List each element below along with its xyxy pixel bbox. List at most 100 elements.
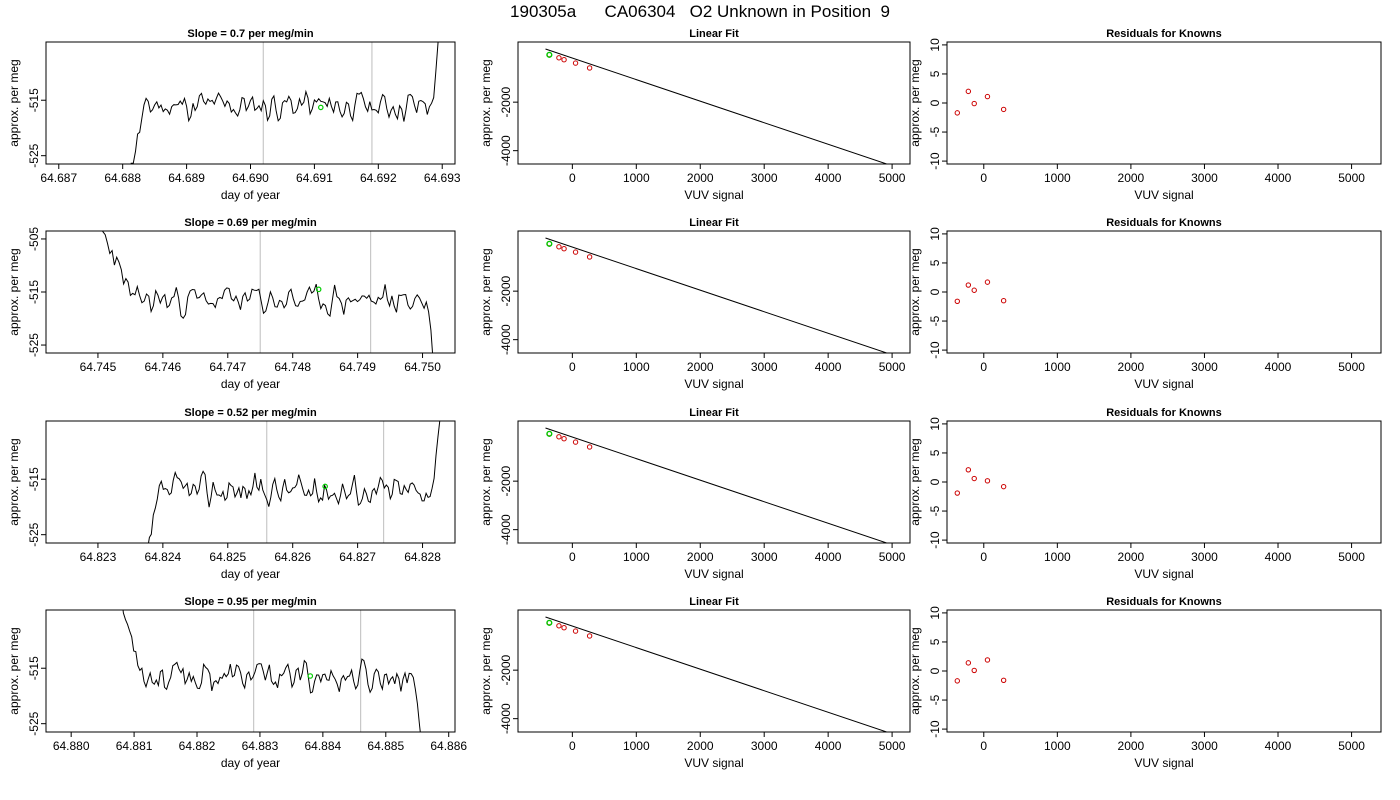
fit-line [545,427,889,543]
panel-title: Linear Fit [689,28,739,40]
plot-area [545,427,889,543]
panel-title: Slope = 0.7 per meg/min [187,28,314,40]
x-tick-label: 4000 [1265,171,1292,185]
x-tick-label: 64.824 [145,550,182,564]
residual-point [1000,298,1007,304]
y-tick-label: -515 [27,280,41,304]
residual-point [965,282,972,288]
panel-r1-c1: Slope = 0.7 per meg/min 64.687 64.688 64.68… [7,28,461,202]
unknown-point [546,619,553,626]
y-axis-label: approx. per meg [908,59,922,146]
y-tick-label: -5 [928,315,942,326]
x-axis-label: day of year [221,377,280,391]
y-tick-label: -2000 [499,654,513,685]
x-tick-label: 1000 [623,171,650,185]
x-tick-label: 64.827 [339,550,376,564]
panel-r2-c3: Residuals for Knowns 0 1000 2000 3000 4000 500… [908,217,1382,391]
x-tick-label: 4000 [1265,739,1292,753]
x-tick-label: 0 [569,360,576,374]
x-tick-label: 1000 [1044,171,1071,185]
panel-title: Linear Fit [689,407,739,419]
x-tick-label: 64.826 [274,550,311,564]
x-tick-label: 3000 [1191,171,1218,185]
y-axis-label: approx. per meg [908,438,922,525]
data-series-line [122,610,421,732]
known-point [561,57,567,63]
residual-point [984,279,991,285]
known-point [561,625,567,631]
unknown-point [546,240,553,247]
x-tick-label: 64.687 [40,171,77,185]
plot-area [954,279,1007,304]
x-tick-label: 1000 [623,550,650,564]
y-axis-label: approx. per meg [908,248,922,335]
x-axis-label: VUV signal [684,188,743,202]
x-tick-label: 64.828 [404,550,441,564]
x-tick-label: 2000 [1118,360,1145,374]
data-series-line [147,421,441,543]
x-axis-label: day of year [221,567,280,581]
y-tick-label: 0 [928,288,942,295]
plot-area [122,610,421,732]
unknown-point [546,430,553,437]
x-tick-label: 3000 [751,171,778,185]
x-tick-label: 1000 [623,360,650,374]
x-tick-label: 64.746 [145,360,182,374]
y-tick-label: -2000 [499,275,513,306]
panel-r3-c1: Slope = 0.52 per meg/min 64.823 64.824 64.8… [7,407,456,581]
y-tick-label: -515 [27,656,41,680]
y-tick-label: 0 [928,478,942,485]
unknown-point [315,286,322,293]
plot-area [954,467,1007,496]
y-tick-label: -4000 [499,514,513,545]
x-tick-label: 0 [980,360,987,374]
y-tick-label: -525 [27,711,41,735]
x-tick-label: 2000 [687,171,714,185]
data-series-line [130,42,439,164]
plot-area [545,48,889,164]
x-axis-label: day of year [221,188,280,202]
x-tick-label: 4000 [1265,550,1292,564]
unknown-point [317,104,324,111]
x-tick-label: 64.886 [430,739,467,753]
x-tick-label: 5000 [1338,739,1365,753]
y-tick-label: -505 [27,227,41,251]
unknown-point [546,51,553,58]
x-tick-label: 0 [569,739,576,753]
x-tick-label: 64.882 [179,739,216,753]
y-tick-label: -525 [27,143,41,167]
x-tick-label: 64.690 [232,171,269,185]
known-point [556,244,562,250]
x-tick-label: 3000 [1191,360,1218,374]
plot-area [954,88,1007,116]
y-tick-label: 10 [928,417,942,431]
residual-point [1000,483,1007,490]
known-point [586,633,593,639]
residual-point [965,467,972,473]
y-axis-label: approx. per meg [7,59,21,146]
x-tick-label: 0 [569,550,576,564]
x-axis-label: VUV signal [1134,188,1193,202]
x-tick-label: 5000 [1338,360,1365,374]
plot-frame [45,420,456,544]
y-tick-label: 5 [928,259,942,266]
plot-frame [946,41,1382,165]
plot-area [545,237,889,353]
y-axis-label: approx. per meg [7,438,21,525]
x-tick-label: 2000 [687,550,714,564]
y-tick-label: 5 [928,449,942,456]
x-tick-label: 1000 [623,739,650,753]
x-tick-label: 1000 [1044,739,1071,753]
y-axis-label: approx. per meg [479,248,493,335]
residual-point [971,287,977,293]
known-point [561,436,567,442]
panel-r4-c3: Residuals for Knowns 0 1000 2000 3000 4000 500… [908,596,1382,770]
x-tick-label: 5000 [1338,550,1365,564]
panel-r3-c2: Linear Fit 0 1000 2000 3000 4000 5000 -2000 -400… [479,407,911,581]
x-tick-label: 4000 [815,360,842,374]
x-tick-label: 3000 [751,550,778,564]
y-tick-label: -2000 [499,465,513,496]
known-point [586,65,593,71]
plot-frame [45,609,456,733]
x-axis-label: VUV signal [1134,567,1193,581]
